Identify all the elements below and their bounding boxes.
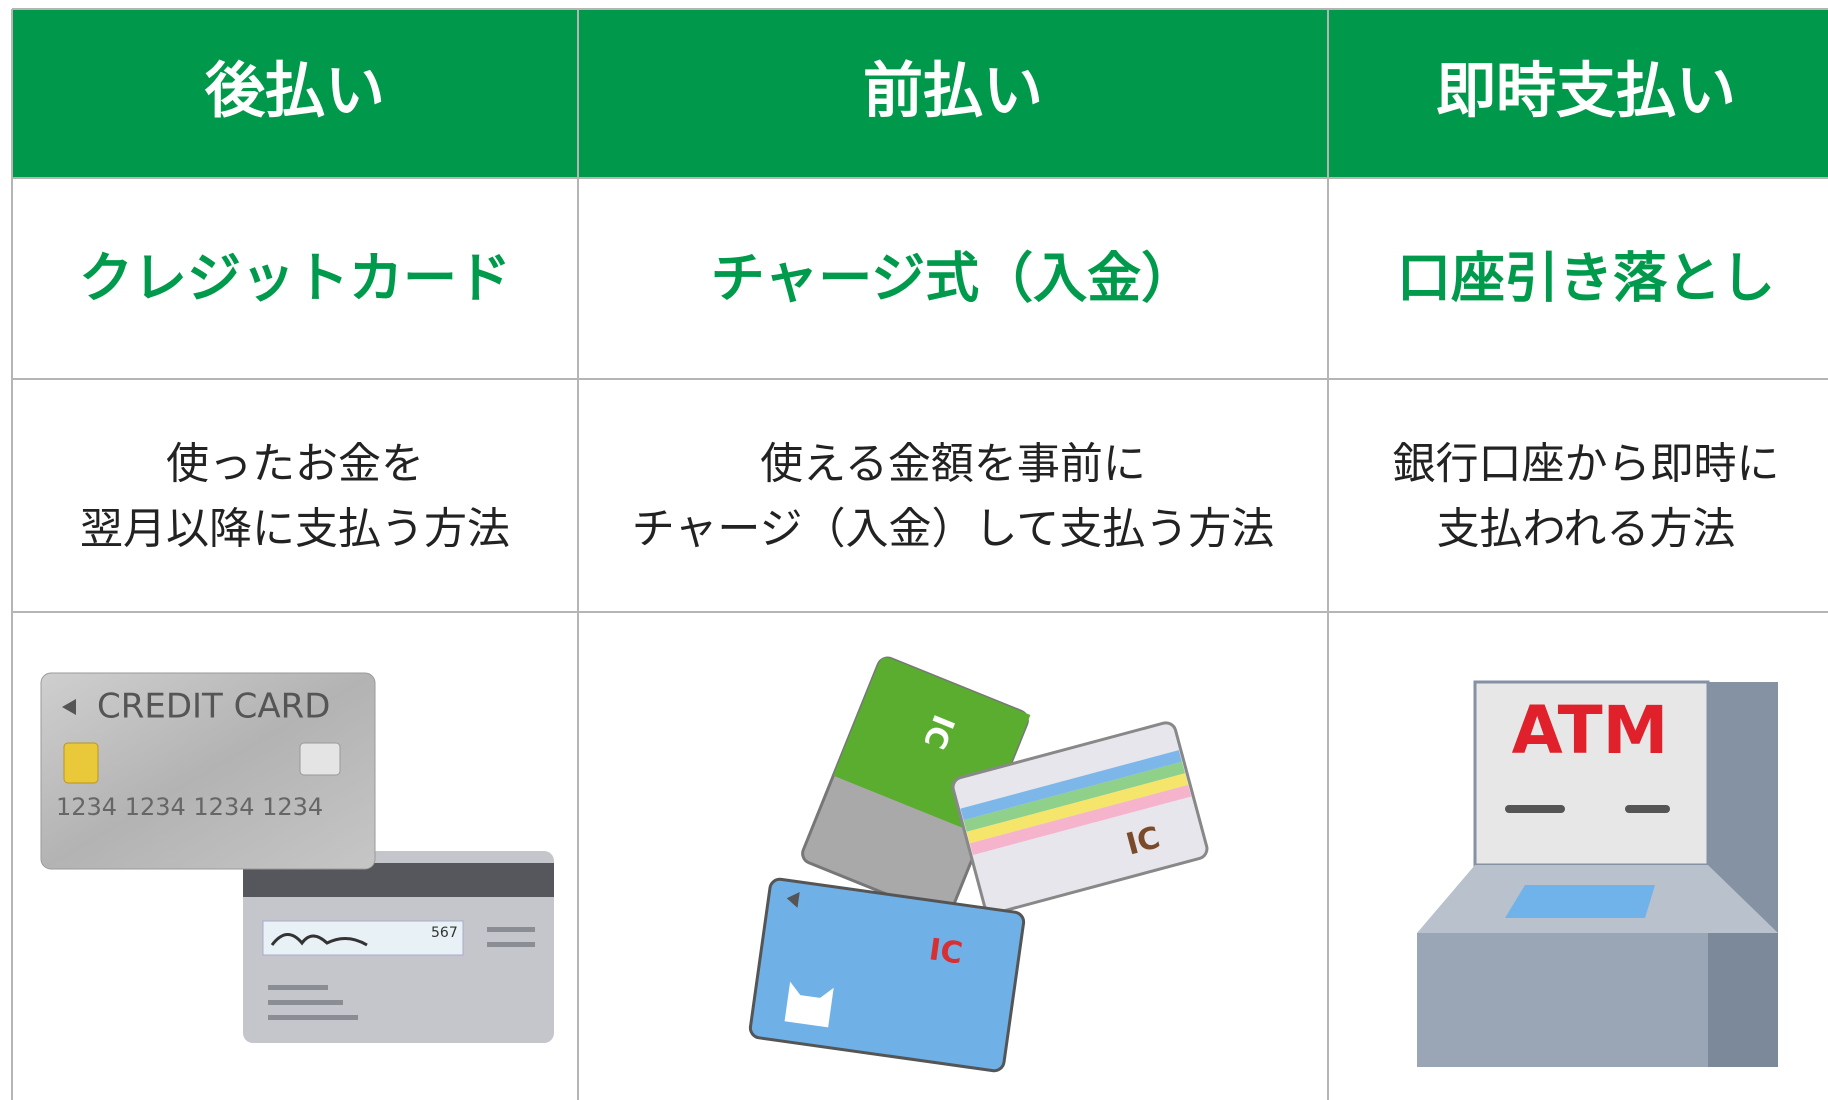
card-number: 1234 1234 1234 1234 <box>56 793 323 821</box>
description-line: 使ったお金を <box>166 440 424 490</box>
column-header: 前払い <box>863 57 1043 127</box>
method-name: クレジットカード <box>79 247 511 310</box>
description-line: チャージ（入金）して支払う方法 <box>632 505 1274 555</box>
arrow-mark <box>62 699 76 715</box>
ic-cards-illustration: IC IC IC <box>748 656 1209 1073</box>
method-name: 口座引き落とし <box>1397 247 1775 310</box>
hologram <box>299 742 341 776</box>
description-line: 翌月以降に支払う方法 <box>80 505 510 555</box>
atm-label: ATM <box>1512 692 1669 769</box>
atm-base <box>1417 933 1708 1067</box>
atm-screen <box>1505 885 1655 918</box>
column-header: 後払い <box>204 57 385 127</box>
signature <box>270 933 368 947</box>
atm-base-side <box>1708 933 1778 1067</box>
ic-card-rainbow: IC <box>951 721 1209 915</box>
table-grid <box>11 8 1828 1100</box>
card-front <box>40 672 376 870</box>
method-name: チャージ式（入金） <box>711 247 1195 310</box>
ic-card-blue: IC <box>748 877 1026 1073</box>
chip <box>63 742 99 784</box>
ic-label: IC <box>927 932 965 971</box>
description-line: 銀行口座から即時に <box>1393 440 1780 490</box>
atm-panel <box>1473 680 1710 867</box>
atm-slot <box>1505 805 1565 813</box>
description-line: 支払われる方法 <box>1437 505 1736 555</box>
header-row <box>12 9 1828 178</box>
credit-card-illustration: 567 CREDIT CARD 1234 1234 1234 1234 <box>40 672 554 1043</box>
column-header: 即時支払い <box>1436 57 1736 127</box>
atm-illustration: ATM <box>1417 680 1778 1067</box>
description-line: 使える金額を事前に <box>760 440 1146 490</box>
card-brand: CREDIT CARD <box>97 687 330 727</box>
card-number-short: 567 <box>431 925 458 941</box>
card-dots <box>268 927 535 1020</box>
atm-slot <box>1625 805 1670 813</box>
